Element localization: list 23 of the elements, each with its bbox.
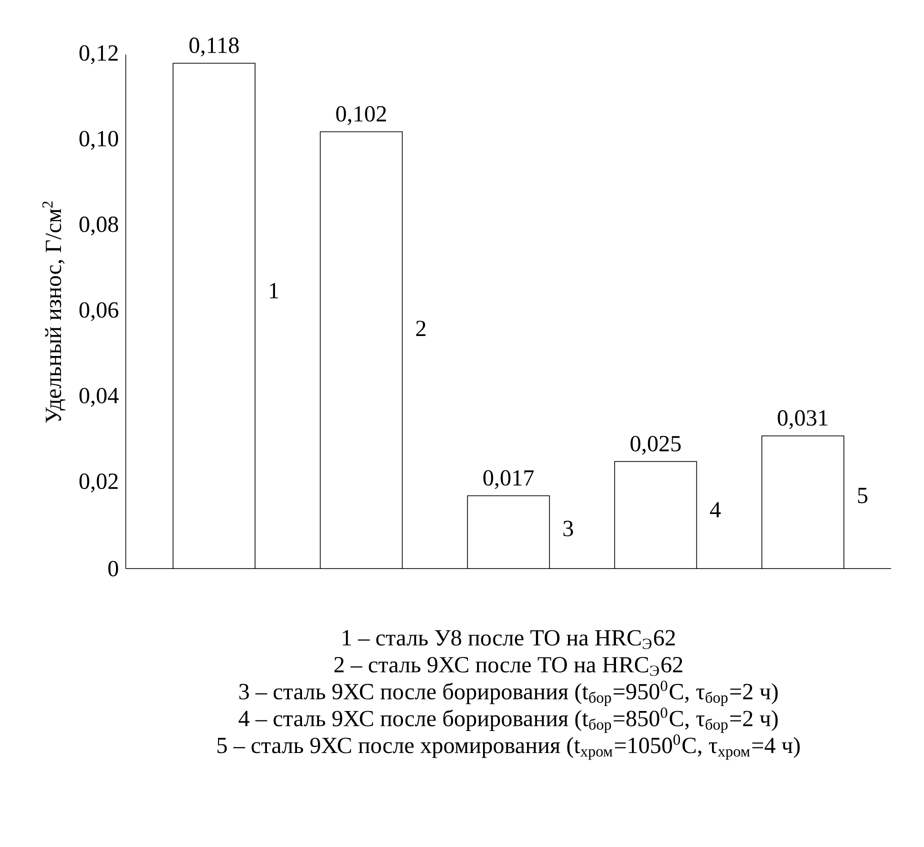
data-label: 0,017	[483, 470, 534, 489]
text: 5 – сталь 9ХС после хромирования (t$_{хром}$=1050$^{0}$C, τ$_{хром}$=4 ч)	[218, 734, 800, 760]
x-tick-label: 5	[858, 488, 868, 504]
y-tick-label: 0,02	[79, 473, 118, 492]
text: 1 – сталь У8 после ТО на HRC$_{Э}$62	[342, 630, 675, 649]
y-axis-title: Удельный износ, Г/см$^{2}$	[42, 201, 66, 423]
data-label: 0,118	[189, 37, 239, 56]
y-tick-label: 0,06	[79, 302, 118, 321]
text: 3 – сталь 9ХС после борирования (t$_{бор}$=950$^{0}$C, τ$_{бор}$=2 ч)	[239, 680, 778, 706]
y-tick-label: 0	[108, 560, 118, 576]
y-tick-label: 0,04	[79, 388, 119, 407]
y-tick-label: 0,10	[79, 130, 118, 150]
data-label: 0,025	[630, 436, 681, 455]
x-tick-label: 2	[416, 320, 426, 336]
data-label: 0,102	[336, 106, 386, 125]
x-tick-label: 3	[563, 520, 573, 536]
x-tick-label: 1	[270, 282, 278, 298]
x-tick-label: 4	[710, 502, 721, 518]
y-tick-label: 0,08	[79, 216, 118, 236]
text: 4 – сталь 9ХС после борирования (t$_{бор}$=850$^{0}$C, τ$_{бор}$=2 ч)	[238, 707, 778, 733]
y-tick-label: 0,12	[79, 45, 118, 64]
data-label: 0,031	[778, 410, 828, 429]
text: 2 – сталь 9ХС после ТО на HRC$_{Э}$62	[334, 656, 682, 676]
